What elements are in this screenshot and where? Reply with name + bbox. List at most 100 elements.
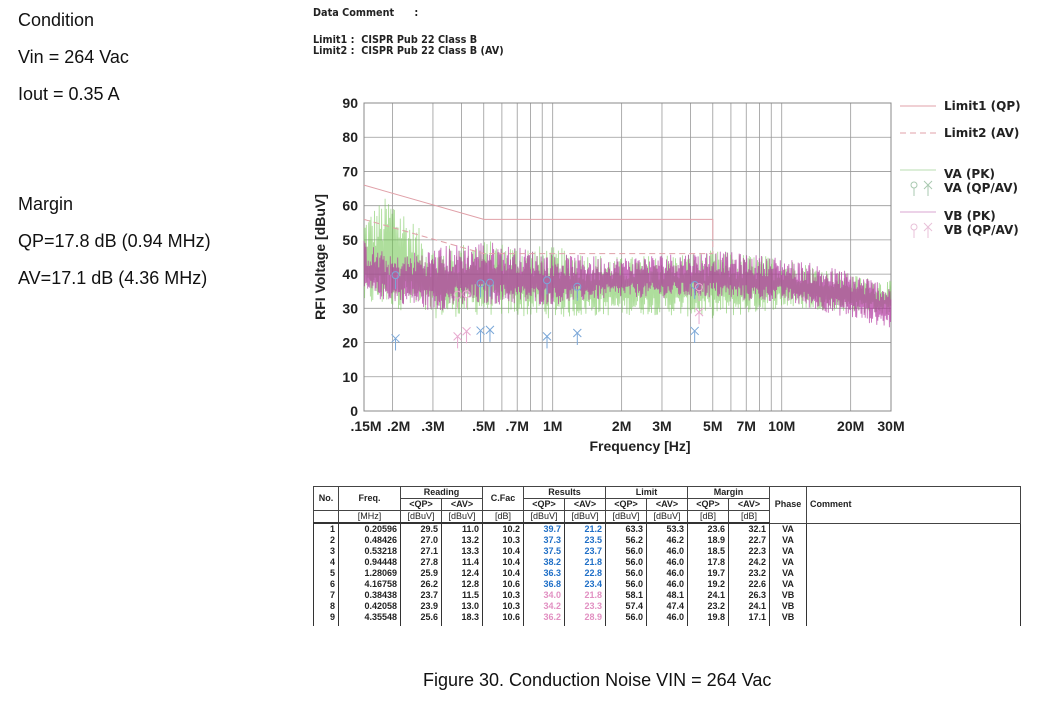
cell-no: 4: [313, 557, 339, 568]
legend: Limit1 (QP) Limit2 (AV) VA (PK)VA (QP/AV) V…: [900, 99, 1021, 238]
cell-res-qp: 39.7: [523, 523, 565, 535]
cell-freq: 0.42058: [338, 601, 401, 612]
cell-read-qp: 27.0: [400, 535, 442, 546]
va-av-marker: [690, 326, 700, 343]
cell-cfac: 10.3: [482, 590, 524, 601]
header-reading: Reading: [400, 486, 483, 499]
header-no: No.: [313, 486, 339, 511]
cell-comment: [806, 612, 1021, 626]
cell-lim-qp: 63.3: [605, 523, 647, 535]
cell-comment: [806, 557, 1021, 568]
cell-read-av: 11.0: [441, 523, 483, 535]
vb-qp-marker: [453, 290, 462, 309]
table-row: 9 4.35548 25.6 18.3 10.6 36.2 28.9 56.0 46.0 19.8…: [313, 612, 1021, 626]
legend-label: VB (PK): [944, 209, 996, 223]
cell-phase: VB: [769, 601, 807, 612]
cell-lim-qp: 56.0: [605, 557, 647, 568]
cell-res-av: 23.4: [564, 579, 606, 590]
cell-read-av: 12.4: [441, 568, 483, 579]
va-av-marker: [542, 332, 552, 349]
x-tick-label: 7M: [737, 418, 756, 434]
cell-res-av: 23.7: [564, 546, 606, 557]
cell-lim-av: 46.0: [646, 579, 688, 590]
results-table-body: 1 0.20596 29.5 11.0 10.2 39.7 21.2 63.3 53.3 23.6…: [313, 523, 1021, 626]
legend-label: Limit1 (QP): [944, 99, 1021, 113]
results-table: No. Freq. Reading C.Fac Results Limit Ma…: [313, 486, 1021, 626]
cell-res-qp: 36.3: [523, 568, 565, 579]
limit-lines: [363, 184, 714, 255]
cell-lim-av: 46.0: [646, 557, 688, 568]
cell-lim-qp: 58.1: [605, 590, 647, 601]
va-qp-marker: [690, 281, 699, 300]
va-qp-marker: [573, 282, 582, 301]
cell-read-av: 11.4: [441, 557, 483, 568]
cell-mar-qp: 23.6: [687, 523, 729, 535]
vb-pk-trace: [363, 240, 892, 328]
cell-phase: VA: [769, 557, 807, 568]
cell-cfac: 10.2: [482, 523, 524, 535]
cell-read-av: 18.3: [441, 612, 483, 626]
cell-mar-qp: 23.2: [687, 601, 729, 612]
cell-mar-av: 26.3: [728, 590, 770, 601]
cell-res-av: 23.5: [564, 535, 606, 546]
cell-comment: [806, 546, 1021, 557]
axes: 0 10 20 30 40 50 60 70 80 90 .15M .2M .3M .5M .7M 1M 2M 3…: [342, 95, 904, 434]
cell-comment: [806, 579, 1021, 590]
legend-label: VA (PK): [944, 167, 995, 181]
table-row: 7 0.38438 23.7 11.5 10.3 34.0 21.8 58.1 48.1 24.1…: [313, 590, 1021, 601]
legend-item: VB (PK): [900, 209, 996, 223]
cell-phase: VA: [769, 546, 807, 557]
vb-qp-marker: [462, 289, 471, 308]
cell-comment: [806, 535, 1021, 546]
y-axis-label: RFI Voltage [dBuV]: [312, 194, 328, 320]
cell-freq: 0.48426: [338, 535, 401, 546]
header-limit-av: <AV>: [646, 498, 688, 511]
condition-vin: Vin = 264 Vac: [18, 47, 129, 67]
cell-lim-av: 53.3: [646, 523, 688, 535]
cell-read-av: 11.5: [441, 590, 483, 601]
x-tick-label: .3M: [421, 418, 444, 434]
cell-cfac: 10.6: [482, 579, 524, 590]
cell-no: 1: [313, 523, 339, 535]
cell-comment: [806, 523, 1021, 535]
vb-av-marker: [694, 307, 704, 325]
cell-read-qp: 25.6: [400, 612, 442, 626]
table-row: 3 0.53218 27.1 13.3 10.4 37.5 23.7 56.0 46.0 18.5…: [313, 546, 1021, 557]
cell-res-av: 21.8: [564, 557, 606, 568]
cell-mar-qp: 18.5: [687, 546, 729, 557]
cell-phase: VB: [769, 612, 807, 626]
unit-no: [313, 510, 339, 524]
x-tick-label: 2M: [612, 418, 631, 434]
unit-cfac: [dB]: [482, 510, 524, 524]
x-tick-label: 1M: [543, 418, 562, 434]
header-reading-av: <AV>: [441, 498, 483, 511]
cell-no: 8: [313, 601, 339, 612]
x-tick-label: .7M: [506, 418, 529, 434]
x-axis-label: Frequency [Hz]: [589, 438, 690, 454]
va-qp-marker: [476, 279, 485, 298]
margin-title: Margin: [18, 194, 74, 214]
unit-margin-qp: [dB]: [687, 510, 729, 524]
header-margin-qp: <QP>: [687, 498, 729, 511]
cell-cfac: 10.4: [482, 546, 524, 557]
cell-mar-qp: 24.1: [687, 590, 729, 601]
legend-item: VA (PK): [900, 167, 995, 181]
cell-read-qp: 27.1: [400, 546, 442, 557]
limit2-description: Limit2 : CISPR Pub 22 Class B (AV): [313, 44, 504, 57]
header-limit: Limit: [605, 486, 688, 499]
y-tick-label: 70: [342, 163, 358, 179]
table-row: 8 0.42058 23.9 13.0 10.3 34.2 23.3 57.4 47.4 23.2…: [313, 601, 1021, 612]
y-tick-label: 80: [342, 129, 358, 145]
cell-lim-av: 48.1: [646, 590, 688, 601]
cell-no: 3: [313, 546, 339, 557]
cell-res-qp: 36.2: [523, 612, 565, 626]
legend-qp-marker-icon: [910, 223, 918, 231]
cell-comment: [806, 568, 1021, 579]
figure-caption: Figure 30. Conduction Noise VIN = 264 Va…: [423, 670, 772, 690]
x-tick-label: 30M: [877, 418, 904, 434]
cell-comment: [806, 601, 1021, 612]
cell-lim-qp: 56.0: [605, 612, 647, 626]
cell-phase: VA: [769, 579, 807, 590]
header-cfac: C.Fac: [482, 486, 524, 511]
cell-res-av: 28.9: [564, 612, 606, 626]
